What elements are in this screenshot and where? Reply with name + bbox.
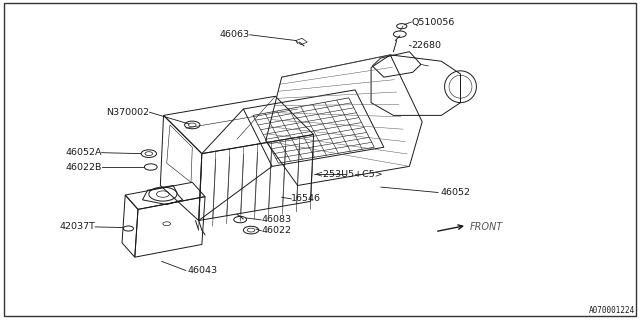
Text: <253U5+C5>: <253U5+C5>	[315, 170, 383, 179]
Text: A070001224: A070001224	[589, 307, 635, 316]
Text: 46063: 46063	[220, 30, 250, 39]
Text: 22680: 22680	[412, 41, 442, 51]
Text: 42037T: 42037T	[60, 222, 95, 231]
Text: 46043: 46043	[187, 266, 218, 275]
Text: N370002: N370002	[106, 108, 150, 117]
Text: 46052A: 46052A	[65, 148, 102, 157]
Text: FRONT: FRONT	[470, 222, 503, 232]
Text: Q510056: Q510056	[412, 18, 454, 27]
Text: 46052: 46052	[440, 188, 470, 197]
Text: 46083: 46083	[261, 215, 291, 224]
Text: 16546: 16546	[291, 194, 321, 204]
Text: 46022B: 46022B	[65, 163, 102, 172]
Text: 46022: 46022	[261, 226, 291, 235]
